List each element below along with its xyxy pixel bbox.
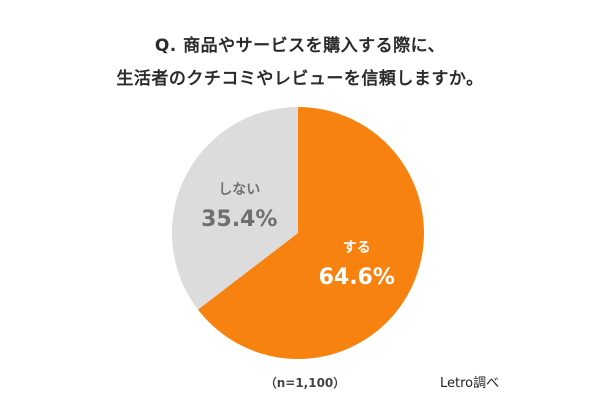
- pie-slices: [172, 107, 425, 360]
- chart-title-line-1: Q. 商品やサービスを購入する際に、: [154, 36, 446, 56]
- chart-title-line-2: 生活者のクチコミやレビューを信頼しますか。: [116, 69, 484, 89]
- pie-slice: [172, 107, 298, 310]
- slice-value-label: 35.4%: [201, 207, 277, 232]
- pie-slice: [197, 107, 425, 360]
- slice-category-label: しない: [218, 182, 260, 198]
- pie-labels: する 64.6% しない 35.4%: [201, 182, 395, 290]
- slice-category-label: する: [343, 240, 371, 256]
- sample-size-note: （n=1,100）: [264, 376, 346, 390]
- source-note: Letro調べ: [440, 376, 500, 391]
- slice-value-label: 64.6%: [319, 265, 395, 290]
